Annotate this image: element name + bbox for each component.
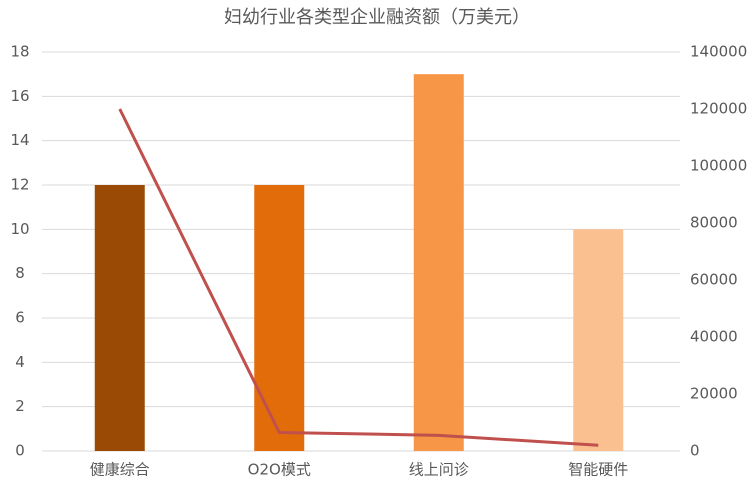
x-tick-label: 线上问诊 xyxy=(409,461,469,479)
x-tick-label: 智能硬件 xyxy=(568,461,628,479)
y-tick-label: 0 xyxy=(15,442,25,460)
y2-tick-label: 100000 xyxy=(690,157,747,175)
line xyxy=(118,108,599,447)
bar xyxy=(254,185,305,451)
y2-tick-label: 140000 xyxy=(690,43,747,61)
bar xyxy=(413,74,464,452)
y2-tick-label: 20000 xyxy=(690,385,738,403)
y2-tick-label: 0 xyxy=(690,442,700,460)
y-tick-label: 12 xyxy=(10,176,29,194)
x-tick-label: O2O模式 xyxy=(248,461,311,479)
bar xyxy=(573,229,624,451)
y-tick-label: 18 xyxy=(10,43,29,61)
y2-tick-label: 60000 xyxy=(690,271,738,289)
y-tick-label: 16 xyxy=(10,87,29,105)
chart-title: 妇幼行业各类型企业融资额（万美元） xyxy=(224,7,530,28)
y-tick-label: 14 xyxy=(10,131,29,149)
y-tick-label: 8 xyxy=(15,264,25,282)
y2-tick-label: 120000 xyxy=(690,100,747,118)
y2-tick-label: 80000 xyxy=(690,214,738,232)
bar xyxy=(94,185,145,451)
y-tick-label: 4 xyxy=(15,353,25,371)
y-tick-label: 2 xyxy=(15,397,25,415)
y-tick-label: 6 xyxy=(15,309,25,327)
x-tick-label: 健康综合 xyxy=(90,461,150,479)
y-tick-label: 10 xyxy=(10,220,29,238)
y2-tick-label: 40000 xyxy=(690,328,738,346)
